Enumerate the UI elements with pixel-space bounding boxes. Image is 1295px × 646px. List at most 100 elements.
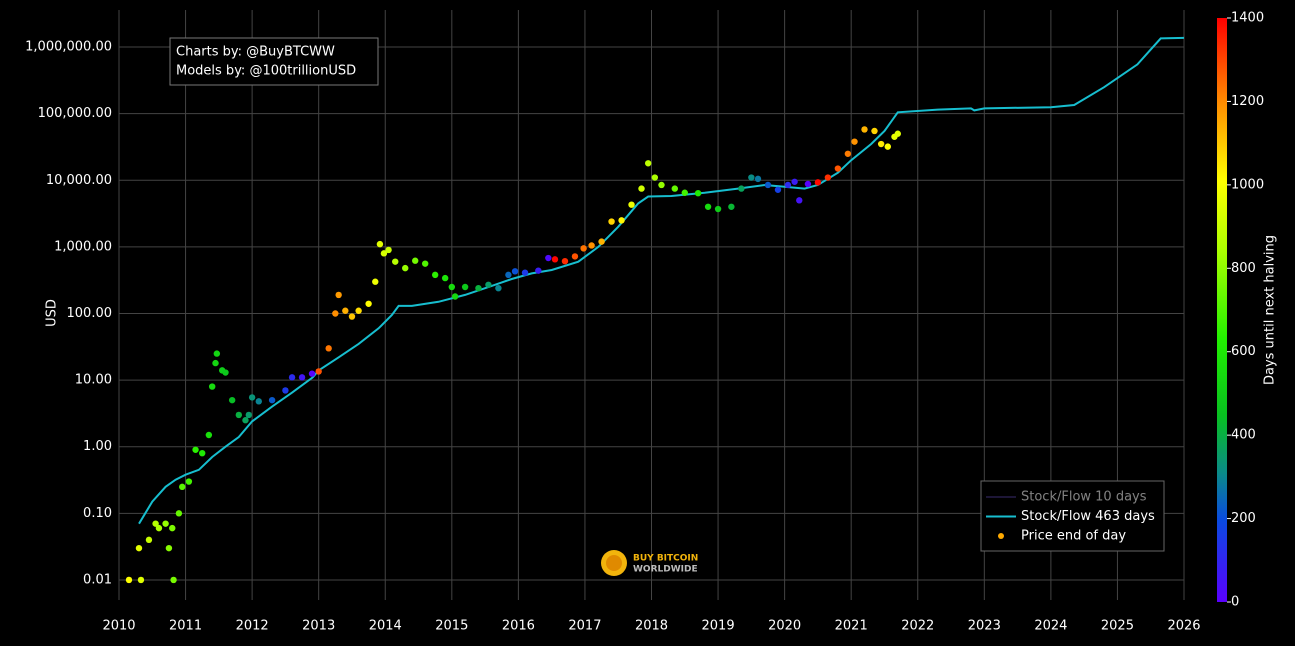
price-point [681, 189, 688, 196]
price-point [288, 374, 296, 381]
price-point [162, 520, 169, 527]
legend-items: Stock/Flow 10 days Stock/Flow 463 days Pri… [986, 490, 1155, 544]
x-tick-label: 2015 [435, 619, 468, 634]
price-point [212, 359, 219, 367]
price-point [125, 576, 133, 584]
y-tick-label: 0.10 [83, 506, 112, 521]
price-point [728, 203, 735, 210]
x-tick-label: 2021 [835, 619, 868, 634]
price-point [169, 524, 176, 532]
colorbar-tick-label: 1400 [1231, 11, 1264, 26]
price-point [814, 179, 822, 186]
x-tick-label: 2019 [702, 619, 735, 634]
y-tick-label: 10.00 [75, 373, 112, 388]
price-point [208, 383, 216, 390]
price-point [365, 300, 372, 307]
price-point [137, 576, 145, 584]
price-point [213, 350, 221, 357]
price-point [392, 258, 399, 265]
price-point [774, 186, 782, 193]
price-point [380, 250, 388, 257]
y-tick-label: 100,000.00 [38, 106, 112, 121]
price-point [282, 387, 289, 394]
legend-label: Price end of day [1021, 529, 1126, 544]
price-point [658, 181, 665, 189]
price-point [844, 150, 852, 157]
price-point [298, 374, 306, 381]
price-point [145, 536, 153, 544]
price-point [784, 181, 792, 189]
logo-text: WORLDWIDE [633, 565, 698, 575]
legend-item[interactable]: Price end of day [998, 529, 1126, 544]
price-point [851, 138, 858, 145]
colorbar-tick-label: 600 [1231, 344, 1256, 359]
price-point [412, 257, 419, 264]
y-tick-label: 0.01 [83, 572, 112, 587]
price-point [325, 345, 332, 352]
price-point [704, 203, 712, 210]
price-point [315, 368, 322, 375]
price-point [355, 307, 362, 314]
legend-label: Stock/Flow 10 days [1021, 490, 1147, 505]
price-point [561, 257, 569, 265]
price-point [448, 283, 456, 291]
price-point [644, 160, 652, 167]
price-point [571, 253, 579, 260]
price-point [804, 180, 812, 188]
price-point [748, 174, 755, 181]
model-line [138, 36, 1185, 525]
price-point [791, 178, 798, 185]
price-point [248, 394, 256, 401]
x-tick-label: 2024 [1034, 619, 1067, 634]
price-point [608, 218, 615, 225]
price-point [402, 264, 409, 272]
colorbar-title: Days until next halving [1263, 235, 1278, 385]
price-point [551, 256, 559, 263]
annotation-box [169, 37, 379, 86]
price-point [192, 446, 199, 453]
plot [125, 36, 1185, 584]
x-tick-label: 2010 [102, 619, 135, 634]
price-point [441, 274, 449, 282]
price-point [461, 283, 469, 291]
price-point [738, 185, 745, 192]
price-point [245, 411, 252, 419]
price-point [871, 127, 878, 135]
x-tick-label: 2022 [901, 619, 934, 634]
price-point [598, 238, 605, 245]
colorbar-tick-label: 1200 [1231, 94, 1264, 109]
legend-item[interactable]: Stock/Flow 463 days [986, 509, 1155, 524]
price-point [235, 411, 243, 419]
colorbar-tick-label: 400 [1231, 428, 1256, 443]
colorbar-tick-label: 1000 [1231, 177, 1264, 192]
legend-label: Stock/Flow 463 days [1021, 509, 1155, 524]
x-tick-label: 2011 [169, 619, 202, 634]
y-tick-label: 10,000.00 [46, 173, 112, 188]
x-tick-label: 2026 [1167, 619, 1200, 634]
price-point [754, 175, 762, 183]
price-point [894, 130, 901, 137]
price-point [152, 520, 159, 527]
x-tick-label: 2025 [1101, 619, 1134, 634]
price-point [485, 281, 492, 288]
x-tick-label: 2016 [502, 619, 535, 634]
x-tick-label: 2014 [369, 619, 402, 634]
x-tick-label: 2013 [302, 619, 335, 634]
price-point [495, 284, 502, 292]
price-point [170, 576, 177, 584]
price-point [335, 291, 342, 299]
price-point [135, 544, 143, 552]
legend-item[interactable]: Stock/Flow 10 days [986, 490, 1147, 505]
price-point [342, 307, 349, 314]
y-tick-label: 100.00 [67, 306, 113, 321]
price-point [671, 185, 678, 192]
price-point [877, 140, 885, 148]
price-point [521, 269, 529, 276]
price-point [638, 185, 645, 192]
price-point [764, 181, 772, 189]
x-tick-label: 2020 [768, 619, 801, 634]
price-point [348, 313, 356, 320]
price-point [205, 431, 213, 439]
price-point [618, 217, 625, 224]
y-tick-label: 1.00 [83, 439, 112, 454]
